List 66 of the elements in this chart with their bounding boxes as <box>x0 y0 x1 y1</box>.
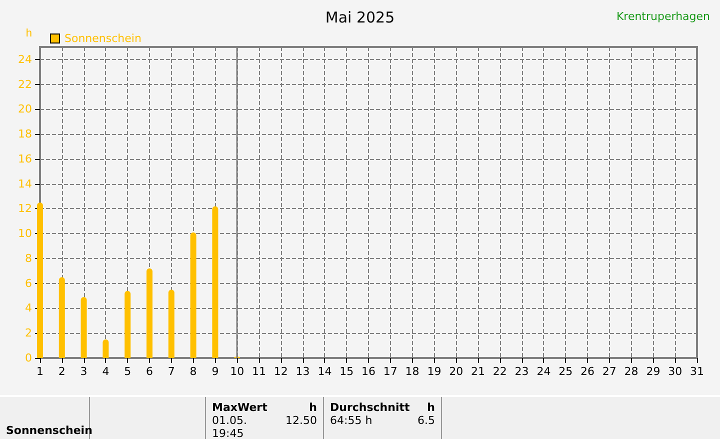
x-tick-label: 29 <box>646 365 660 378</box>
y-tick-label: 10 <box>18 227 32 240</box>
x-tick-label: 17 <box>383 365 398 378</box>
text: 6.5 <box>418 414 435 427</box>
bar <box>168 290 174 358</box>
bar <box>190 232 196 358</box>
x-tick-label: 20 <box>449 365 464 378</box>
bar <box>124 290 131 358</box>
y-tick-label: 4 <box>25 302 32 315</box>
y-tick-label: 14 <box>18 177 32 190</box>
bar <box>37 202 43 358</box>
bar <box>212 206 218 358</box>
x-tick-label: 27 <box>602 365 616 378</box>
x-tick-label: 21 <box>471 365 485 378</box>
text: 64:55 h <box>330 414 372 427</box>
text: 12.50 <box>286 414 317 429</box>
x-tick-label: 11 <box>252 365 266 378</box>
x-tick-label: 18 <box>405 365 420 378</box>
x-tick-label: 22 <box>492 365 507 378</box>
y-tick-label: 18 <box>18 128 32 141</box>
bar <box>102 339 109 358</box>
text: Durchschnitt <box>330 401 410 414</box>
x-tick-label: 31 <box>690 365 704 378</box>
y-tick-label: 22 <box>18 78 32 91</box>
y-tick-label: 2 <box>25 326 32 340</box>
x-tick-label: 12 <box>274 365 288 378</box>
x-tick-label: 23 <box>514 365 529 378</box>
x-tick-label: 2 <box>58 365 66 378</box>
x-tick-label: 13 <box>296 365 310 378</box>
x-tick-label: 3 <box>80 365 88 378</box>
y-tick-label: 8 <box>25 252 32 265</box>
x-tick-label: 10 <box>230 365 244 378</box>
x-tick-label: 15 <box>340 365 354 378</box>
text: Sonnenschein <box>0 397 92 439</box>
x-tick-label: 30 <box>668 365 682 378</box>
text: 01.05. 19:45 <box>212 414 248 439</box>
y-tick-label: 6 <box>25 276 32 290</box>
y-tick-label: 12 <box>18 202 32 216</box>
y-tick-label: 20 <box>18 102 32 116</box>
legend-label: Sonnenschein <box>64 32 142 45</box>
x-tick-label: 1 <box>36 365 44 378</box>
x-tick-label: 5 <box>124 365 132 378</box>
x-tick-label: 28 <box>624 365 638 378</box>
bar <box>146 268 152 358</box>
y-tick-label: 0 <box>25 352 32 364</box>
x-tick-label: 8 <box>190 365 197 378</box>
chart-title: Mai 2025 <box>325 8 395 26</box>
x-tick-label: 4 <box>102 365 110 378</box>
x-tick-label: 9 <box>212 365 219 378</box>
chart-subtitle: Krentruperhagen <box>616 10 710 23</box>
x-tick-label: 26 <box>580 365 594 378</box>
text: h <box>309 401 317 414</box>
bar <box>58 277 65 358</box>
x-tick-label: 6 <box>146 365 153 378</box>
x-tick-label: 7 <box>168 365 175 378</box>
x-tick-label: 24 <box>536 365 551 378</box>
y-axis-title: h <box>26 28 32 40</box>
text: MaxWert <box>212 401 268 414</box>
bar <box>80 297 87 358</box>
y-tick-label: 24 <box>18 52 32 66</box>
x-tick-label: 16 <box>362 365 376 378</box>
x-tick-label: 25 <box>558 365 573 378</box>
x-tick-label: 14 <box>318 365 332 378</box>
y-tick-label: 16 <box>18 152 32 166</box>
text: h <box>427 401 435 414</box>
x-tick-label: 19 <box>427 365 442 378</box>
